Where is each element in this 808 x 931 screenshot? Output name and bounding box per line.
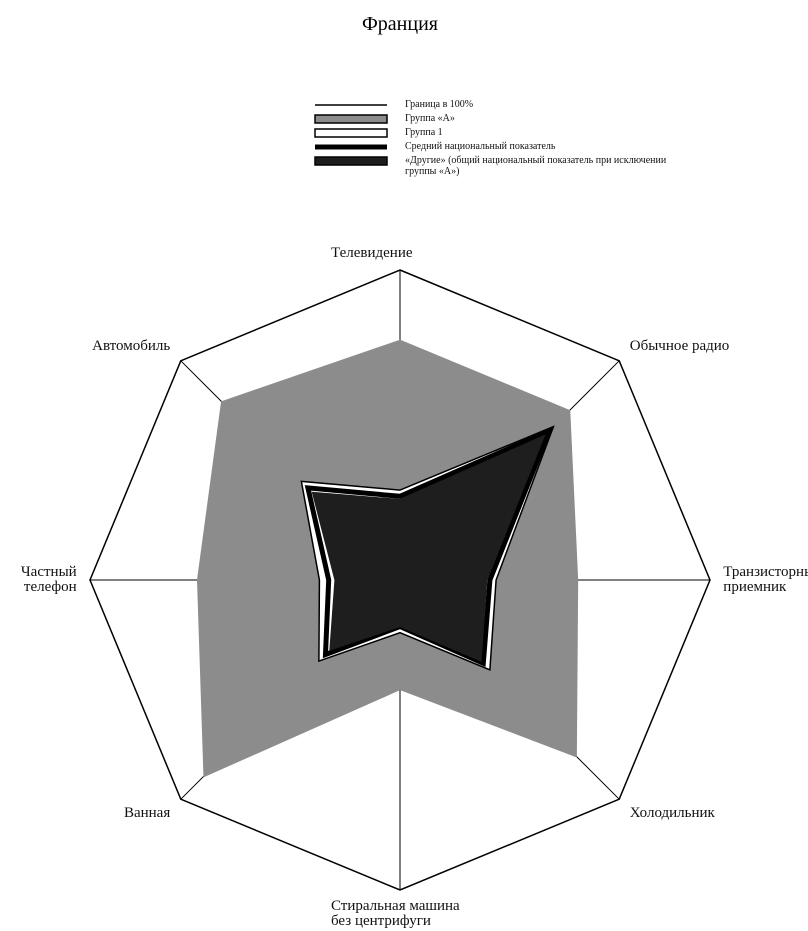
legend-swatch: [315, 115, 387, 123]
axis-label: Стиральная машина без центрифуги: [331, 899, 481, 929]
page: Франция Телевидение Обычное радио Транзист…: [0, 0, 808, 931]
axis-label: Автомобиль: [70, 339, 170, 354]
axis-label: Транзисторный приемник: [723, 565, 808, 595]
axis-label: Частный телефон: [0, 565, 77, 595]
legend-label: «Другие» (общий национальный показатель …: [405, 155, 675, 177]
axis-label: Обычное радио: [630, 339, 730, 354]
axis-label: Телевидение: [331, 246, 481, 261]
legend-label: Граница в 100%: [405, 99, 675, 110]
legend-swatch: [315, 157, 387, 165]
axis-label: Ванная: [70, 806, 170, 821]
chart: Франция: [0, 0, 808, 931]
legend-label: Группа «А»: [405, 113, 675, 124]
chart-title: Франция: [362, 13, 438, 35]
legend-label: Группа 1: [405, 127, 675, 138]
legend-swatch: [315, 129, 387, 137]
axis-label: Холодильник: [630, 806, 730, 821]
legend-label: Средний национальный показатель: [405, 141, 675, 152]
